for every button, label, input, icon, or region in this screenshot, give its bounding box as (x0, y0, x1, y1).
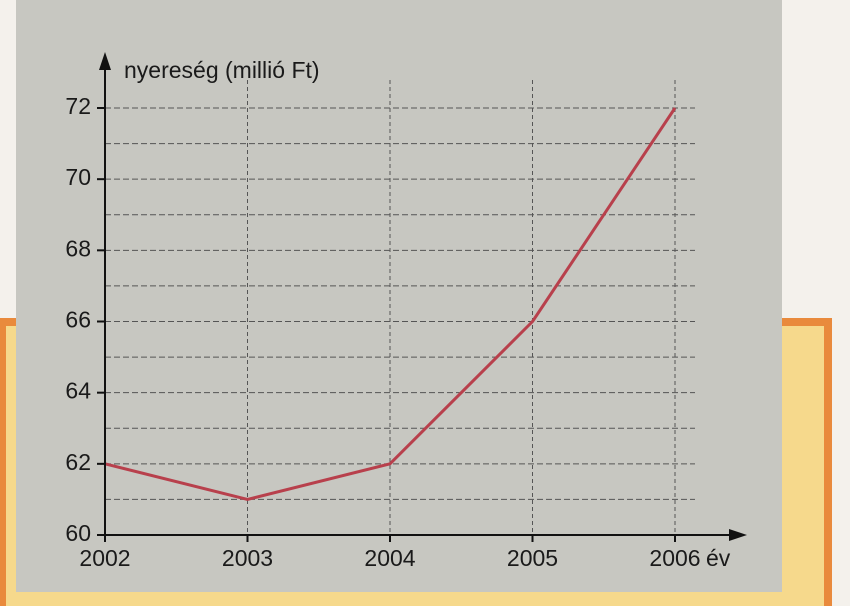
y-tick-label: 66 (65, 307, 91, 333)
data-line (104, 107, 677, 501)
x-tick-label: 2006 (649, 545, 700, 571)
x-tick-label: 2003 (222, 545, 273, 571)
x-axis-arrow (729, 529, 747, 541)
y-tick-label: 60 (65, 520, 91, 546)
x-axis-label: év (706, 545, 731, 571)
y-tick-label: 64 (65, 378, 91, 404)
y-tick-label: 72 (65, 93, 91, 119)
x-tick-label: 2002 (79, 545, 130, 571)
y-tick-label: 62 (65, 449, 91, 475)
gray-panel (16, 0, 782, 592)
y-axis-arrow (99, 52, 111, 70)
y-tick-label: 70 (65, 164, 91, 190)
x-tick-label: 2004 (364, 545, 415, 571)
x-tick-label: 2005 (507, 545, 558, 571)
y-axis-label: nyereség (millió Ft) (124, 57, 320, 83)
marks (104, 107, 677, 501)
y-tick-label: 68 (65, 235, 91, 261)
